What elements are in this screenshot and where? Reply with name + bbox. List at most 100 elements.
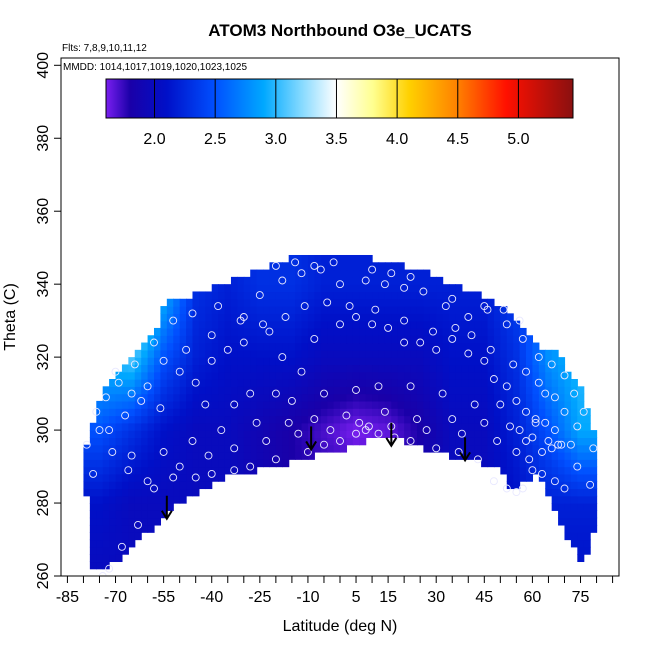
heatmap-cell	[205, 408, 213, 417]
heatmap-cell	[307, 408, 315, 417]
heatmap-cell	[134, 532, 142, 541]
heatmap-cell	[526, 422, 534, 431]
observation-point	[329, 258, 338, 267]
heatmap-cell	[141, 459, 149, 468]
heatmap-cell	[243, 437, 251, 446]
heatmap-cell	[583, 466, 591, 475]
observation-point	[384, 323, 393, 332]
heatmap-cell	[173, 444, 181, 453]
heatmap-cell	[346, 276, 354, 285]
heatmap-cell	[282, 306, 290, 314]
heatmap-cell	[577, 466, 585, 475]
heatmap-cell	[295, 437, 303, 446]
heatmap-cell	[442, 371, 450, 380]
heatmap-cell	[154, 459, 162, 468]
heatmap-cell	[307, 364, 315, 373]
heatmap-cell	[570, 481, 578, 490]
heatmap-cell	[429, 415, 437, 424]
heatmap-cell	[577, 554, 585, 563]
observation-point	[586, 480, 595, 489]
heatmap-cell	[243, 357, 251, 366]
heatmap-cell	[115, 495, 123, 504]
heatmap-cell	[198, 364, 206, 373]
heatmap-cell	[218, 459, 226, 468]
down-arrow-icon	[160, 495, 173, 521]
heatmap-cell	[513, 379, 521, 387]
heatmap-cell	[256, 357, 264, 366]
heatmap-cell	[487, 327, 495, 336]
heatmap-cell	[205, 451, 213, 460]
heatmap-cell	[269, 444, 277, 453]
heatmap-cell	[391, 349, 399, 358]
heatmap-cell	[384, 335, 392, 344]
observation-point	[310, 261, 319, 270]
heatmap-cell	[301, 262, 309, 271]
heatmap-cell	[314, 306, 322, 314]
heatmap-cell	[134, 437, 142, 446]
observation-point	[489, 477, 498, 486]
heatmap-cell	[314, 298, 322, 307]
heatmap-cell	[327, 349, 335, 358]
heatmap-cell	[340, 393, 348, 402]
heatmap-cell	[256, 364, 264, 373]
heatmap-cell	[481, 371, 489, 380]
heatmap-cell	[134, 466, 142, 475]
heatmap-cell	[551, 379, 559, 387]
heatmap-cell	[179, 327, 187, 336]
heatmap-cell	[224, 444, 232, 453]
heatmap-cell	[570, 503, 578, 511]
heatmap-cell	[218, 451, 226, 460]
heatmap-cell	[102, 481, 110, 490]
heatmap-cell	[519, 444, 527, 453]
heatmap-cell	[449, 408, 457, 417]
heatmap-cell	[121, 524, 129, 533]
heatmap-cell	[551, 503, 559, 511]
heatmap-cell	[564, 400, 572, 409]
heatmap-cell	[250, 357, 258, 366]
heatmap-cell	[468, 451, 476, 460]
heatmap-cell	[506, 400, 514, 409]
heatmap-cell	[442, 422, 450, 431]
heatmap-cell	[160, 306, 168, 314]
heatmap-cell	[416, 386, 424, 395]
heatmap-cell	[96, 539, 104, 548]
heatmap-cell	[134, 488, 142, 497]
heatmap-cell	[282, 422, 290, 431]
heatmap-cell	[352, 379, 360, 387]
heatmap-cell	[513, 459, 521, 468]
heatmap-cell	[570, 510, 578, 519]
heatmap-cell	[128, 415, 136, 424]
heatmap-cell	[128, 495, 136, 504]
heatmap-cell	[590, 444, 598, 453]
heatmap-cell	[282, 408, 290, 417]
heatmap-cell	[487, 437, 495, 446]
heatmap-cell	[513, 422, 521, 431]
heatmap-cell	[121, 371, 129, 380]
heatmap-cell	[513, 430, 521, 438]
heatmap-cell	[410, 342, 418, 351]
heatmap-cell	[570, 415, 578, 424]
heatmap-cell	[397, 379, 405, 387]
heatmap-cell	[378, 349, 386, 358]
heatmap-cell	[282, 327, 290, 336]
heatmap-cell	[346, 430, 354, 438]
observation-point	[547, 360, 556, 369]
observation-point	[566, 440, 575, 449]
heatmap-cell	[583, 473, 591, 482]
heatmap-cell	[198, 473, 206, 482]
heatmap-cell	[115, 371, 123, 380]
heatmap-cell	[154, 342, 162, 351]
heatmap-cell	[269, 291, 277, 300]
heatmap-cell	[121, 364, 129, 373]
heatmap-cell	[365, 291, 373, 300]
heatmap-cell	[160, 386, 168, 395]
heatmap-cell	[269, 320, 277, 329]
heatmap-cell	[282, 320, 290, 329]
heatmap-cell	[186, 357, 194, 366]
heatmap-cell	[147, 415, 155, 424]
heatmap-cell	[115, 503, 123, 511]
heatmap-cell	[198, 393, 206, 402]
heatmap-cell	[121, 379, 129, 387]
observation-point	[550, 477, 559, 486]
heatmap-cell	[359, 422, 367, 431]
